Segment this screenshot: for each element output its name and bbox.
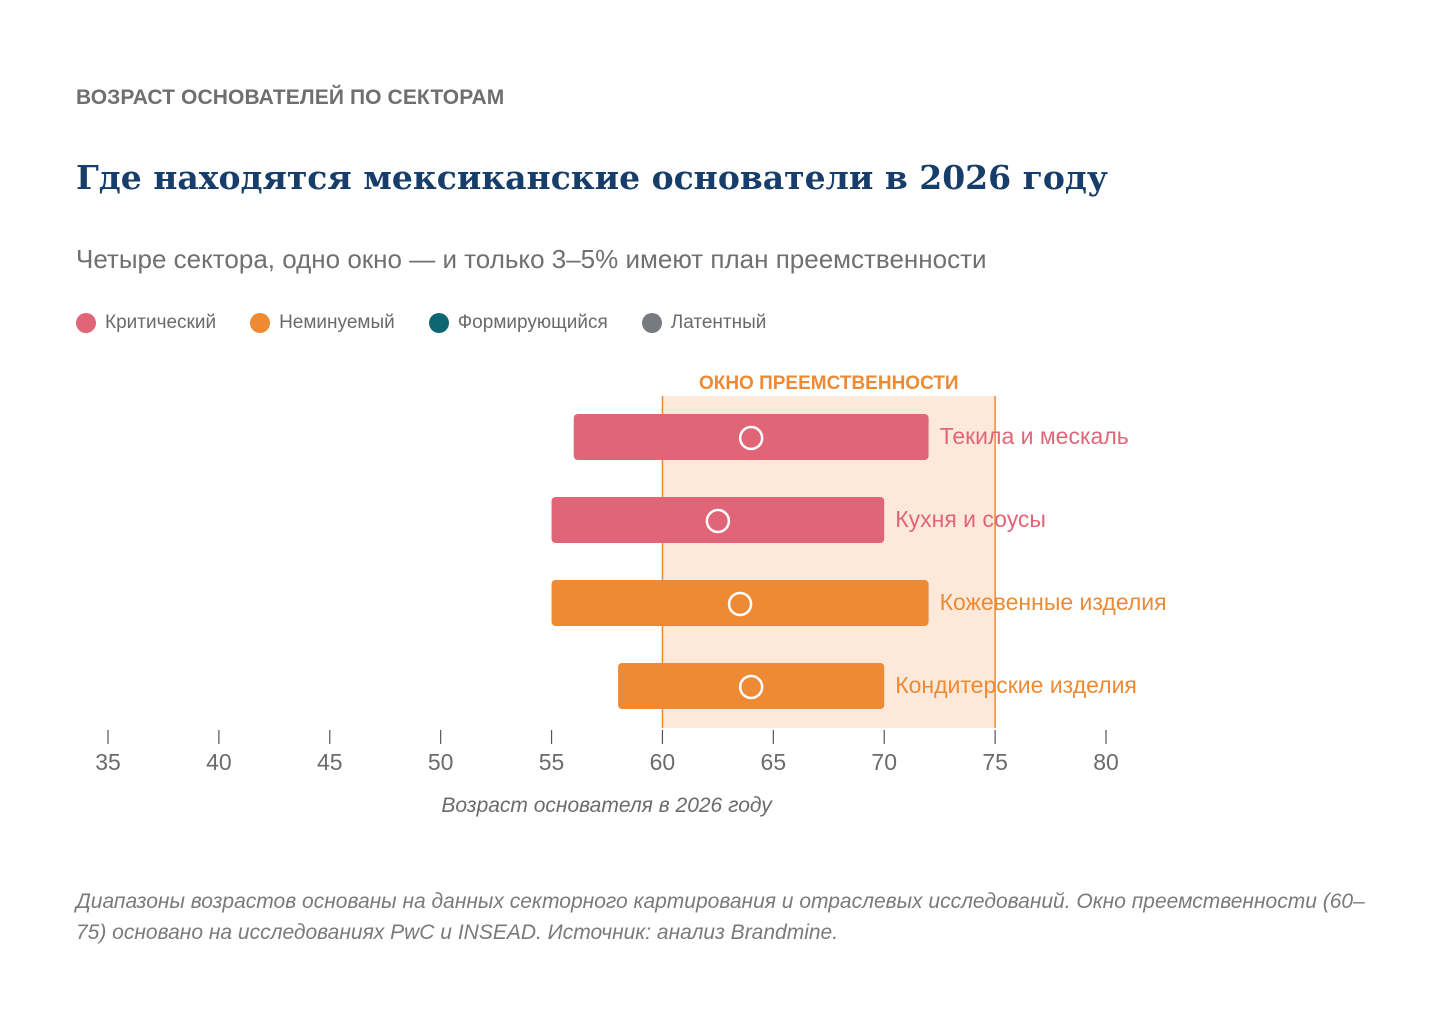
legend-dot-critical xyxy=(76,313,96,333)
median-marker xyxy=(705,508,731,534)
range-bar xyxy=(618,663,885,709)
x-tick-label: 80 xyxy=(1093,749,1119,775)
x-tick-label: 55 xyxy=(539,749,565,775)
bar-label: Текила и мескаль xyxy=(940,423,1129,449)
x-tick-label: 75 xyxy=(982,749,1008,775)
range-bar xyxy=(551,497,885,543)
range-bar xyxy=(551,580,929,626)
legend-item-latent: Латентный xyxy=(641,312,767,334)
legend-item-imminent: Неминуемый xyxy=(250,312,395,334)
legend-dot-imminent xyxy=(250,313,271,333)
x-tick-label: 70 xyxy=(871,749,897,775)
median-marker xyxy=(738,674,764,700)
legend: Критический Неминуемый Формирующийся Лат… xyxy=(76,312,800,334)
legend-item-emerging: Формирующийся xyxy=(428,312,608,334)
x-axis-title: Возраст основателя в 2026 году xyxy=(441,794,773,817)
legend-label-emerging: Формирующийся xyxy=(457,312,608,333)
chart-eyebrow: ВОЗРАСТ ОСНОВАТЕЛЕЙ ПО СЕКТОРАМ xyxy=(76,86,505,109)
chart-subtitle: Четыре сектора, одно окно — и только 3–5… xyxy=(76,244,987,274)
range-chart: ОКНО ПРЕЕМСТВЕННОСТИ Текила и мескаль Кухн… xyxy=(95,373,1167,817)
succession-window-label: ОКНО ПРЕЕМСТВЕННОСТИ xyxy=(699,373,959,394)
legend-item-critical: Критический xyxy=(76,312,216,334)
median-marker xyxy=(727,591,753,617)
legend-dot-emerging xyxy=(428,313,449,333)
legend-label-critical: Критический xyxy=(105,312,217,333)
legend-dot-latent xyxy=(641,313,662,333)
median-marker xyxy=(738,425,764,451)
bar-label: Кондитерские изделия xyxy=(895,672,1137,698)
bar-label: Кухня и соусы xyxy=(895,506,1046,532)
chart-title: Где находятся мексиканские основатели в … xyxy=(76,158,1108,197)
x-tick-label: 45 xyxy=(317,749,343,775)
x-tick-label: 65 xyxy=(761,749,787,775)
range-bar xyxy=(573,414,929,460)
legend-label-imminent: Неминуемый xyxy=(279,312,395,333)
x-tick-label: 50 xyxy=(428,749,454,775)
x-tick-label: 35 xyxy=(95,749,121,775)
footnote: Диапазоны возрастов основаны на данных с… xyxy=(76,890,1365,944)
legend-label-latent: Латентный xyxy=(670,312,767,333)
bar-label: Кожевенные изделия xyxy=(940,589,1167,615)
x-tick-label: 40 xyxy=(206,749,232,775)
x-tick-label: 60 xyxy=(650,749,676,775)
